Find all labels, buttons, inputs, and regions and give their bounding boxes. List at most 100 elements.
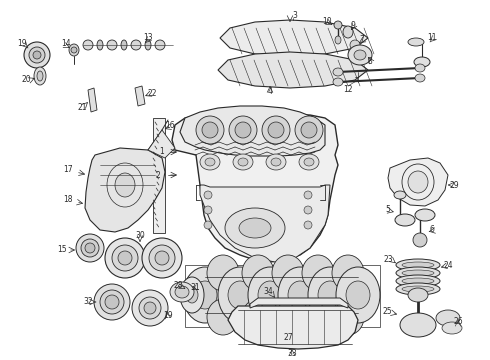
Text: 24: 24: [443, 261, 453, 270]
Ellipse shape: [442, 322, 462, 334]
Ellipse shape: [304, 191, 312, 199]
Ellipse shape: [396, 259, 440, 271]
Text: 3: 3: [293, 10, 297, 19]
Ellipse shape: [248, 267, 292, 323]
Text: 17: 17: [63, 166, 73, 175]
Text: 28: 28: [173, 280, 183, 289]
Text: 10: 10: [322, 18, 332, 27]
Ellipse shape: [268, 122, 284, 138]
Ellipse shape: [170, 282, 194, 302]
Ellipse shape: [334, 21, 342, 29]
Ellipse shape: [400, 313, 436, 337]
Ellipse shape: [408, 171, 428, 193]
Ellipse shape: [348, 45, 372, 65]
Ellipse shape: [149, 245, 175, 271]
Text: 27: 27: [283, 333, 293, 342]
Ellipse shape: [155, 40, 165, 50]
Ellipse shape: [266, 154, 286, 170]
Text: 30: 30: [135, 231, 145, 240]
Text: 26: 26: [453, 318, 463, 327]
Ellipse shape: [24, 42, 50, 68]
Polygon shape: [172, 115, 338, 262]
Ellipse shape: [272, 255, 304, 291]
Text: 9: 9: [350, 21, 355, 30]
Ellipse shape: [288, 281, 312, 309]
Ellipse shape: [228, 281, 252, 309]
Ellipse shape: [278, 267, 322, 323]
Text: 19: 19: [163, 311, 173, 320]
Ellipse shape: [229, 116, 257, 144]
Text: 31: 31: [190, 284, 200, 292]
Ellipse shape: [29, 47, 45, 63]
Ellipse shape: [76, 234, 104, 262]
Ellipse shape: [395, 214, 415, 226]
Polygon shape: [180, 106, 325, 156]
Ellipse shape: [396, 283, 440, 295]
Ellipse shape: [33, 51, 41, 59]
Ellipse shape: [394, 191, 406, 199]
Polygon shape: [88, 88, 97, 112]
Ellipse shape: [402, 286, 434, 292]
Text: 21: 21: [77, 104, 87, 112]
Ellipse shape: [233, 154, 253, 170]
Ellipse shape: [85, 243, 95, 253]
Ellipse shape: [155, 251, 169, 265]
Ellipse shape: [105, 295, 119, 309]
Ellipse shape: [302, 299, 334, 335]
Ellipse shape: [34, 67, 46, 85]
Text: 20: 20: [21, 76, 31, 85]
Text: 18: 18: [63, 195, 73, 204]
Text: 4: 4: [268, 87, 272, 96]
Ellipse shape: [144, 302, 156, 314]
Ellipse shape: [436, 310, 460, 326]
Ellipse shape: [204, 221, 212, 229]
Ellipse shape: [71, 47, 77, 53]
Ellipse shape: [350, 40, 360, 50]
Ellipse shape: [94, 284, 130, 320]
Ellipse shape: [69, 44, 79, 56]
Ellipse shape: [105, 238, 145, 278]
Ellipse shape: [304, 206, 312, 214]
Polygon shape: [220, 20, 368, 56]
Text: 22: 22: [147, 90, 157, 99]
Text: 23: 23: [383, 256, 393, 265]
Ellipse shape: [235, 122, 251, 138]
Ellipse shape: [354, 50, 366, 60]
Ellipse shape: [408, 288, 428, 302]
Bar: [153, 118, 165, 233]
Ellipse shape: [335, 36, 341, 44]
Ellipse shape: [205, 158, 215, 166]
Text: 6: 6: [430, 225, 435, 234]
Ellipse shape: [271, 158, 281, 166]
Ellipse shape: [225, 208, 285, 248]
Ellipse shape: [414, 57, 430, 67]
Ellipse shape: [118, 251, 132, 265]
Ellipse shape: [100, 290, 124, 314]
Ellipse shape: [415, 74, 425, 82]
Text: 32: 32: [83, 297, 93, 306]
Ellipse shape: [333, 78, 343, 86]
Ellipse shape: [415, 209, 435, 221]
Ellipse shape: [37, 71, 43, 81]
Ellipse shape: [258, 281, 282, 309]
Ellipse shape: [204, 191, 212, 199]
Ellipse shape: [301, 122, 317, 138]
Text: 13: 13: [143, 33, 153, 42]
Ellipse shape: [121, 40, 127, 50]
Ellipse shape: [207, 299, 239, 335]
Polygon shape: [218, 52, 368, 88]
Ellipse shape: [239, 218, 271, 238]
Ellipse shape: [242, 255, 274, 291]
Text: 34: 34: [263, 288, 273, 297]
Ellipse shape: [262, 116, 290, 144]
Ellipse shape: [145, 40, 151, 50]
Ellipse shape: [107, 40, 117, 50]
Ellipse shape: [218, 267, 262, 323]
Ellipse shape: [304, 158, 314, 166]
Ellipse shape: [81, 239, 99, 257]
Text: 2: 2: [156, 171, 160, 180]
Ellipse shape: [413, 233, 427, 247]
Ellipse shape: [83, 40, 93, 50]
Ellipse shape: [299, 154, 319, 170]
Text: 29: 29: [449, 180, 459, 189]
